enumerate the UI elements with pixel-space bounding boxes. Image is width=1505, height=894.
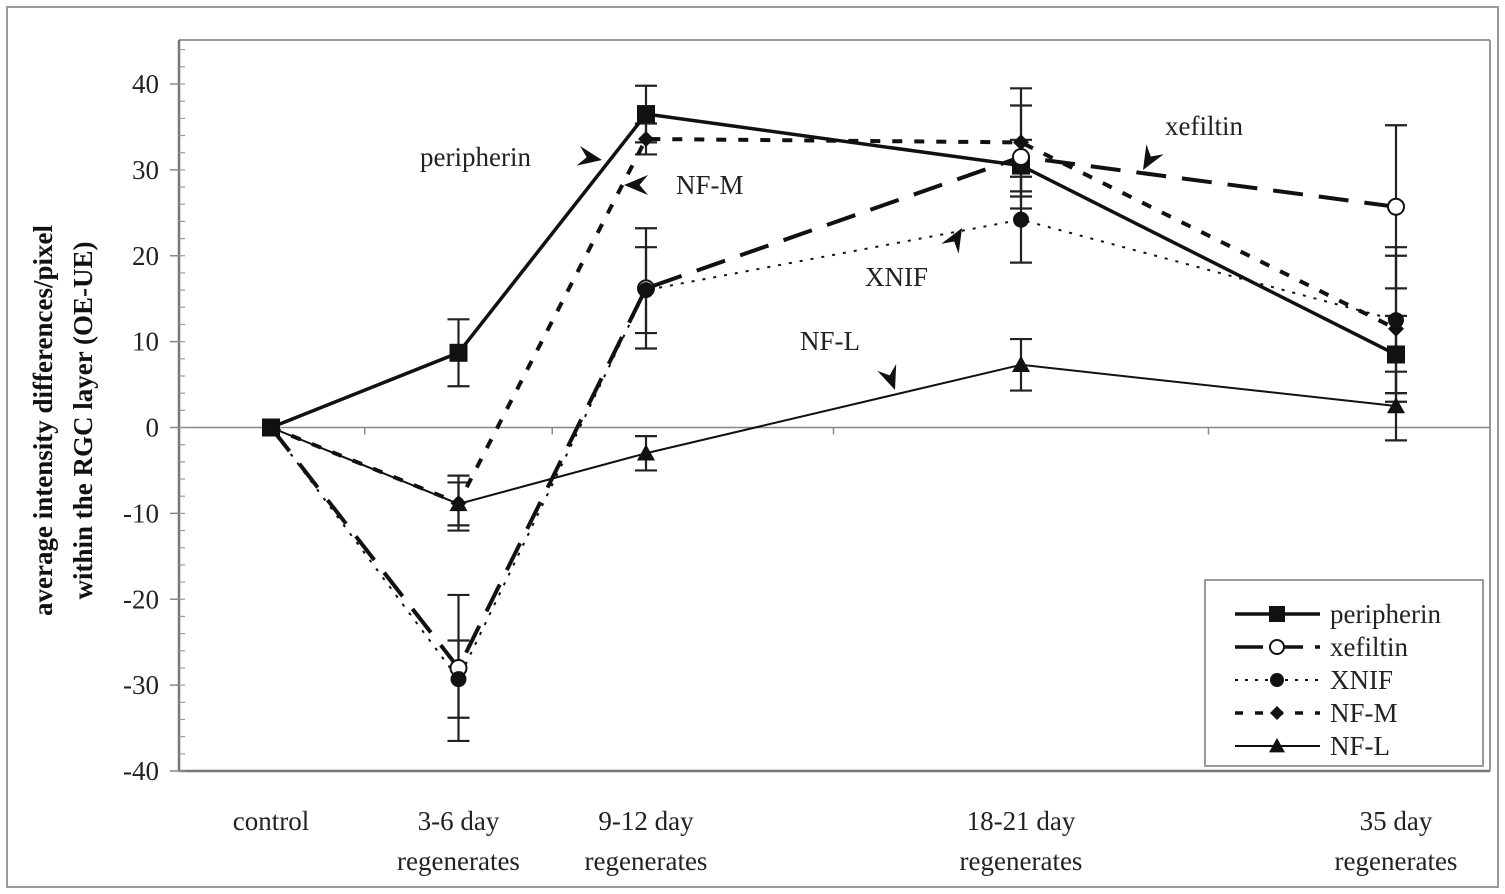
marker-open-circle: [1012, 147, 1030, 166]
marker-triangle: [449, 494, 468, 512]
y-tick-label: -10: [123, 498, 159, 528]
legend-label: peripherin: [1330, 599, 1441, 629]
annotation-label: NF-M: [676, 170, 744, 200]
legend-label: NF-L: [1330, 731, 1390, 761]
marker-triangle: [1387, 397, 1405, 414]
annotation-label: peripherin: [420, 142, 531, 172]
y-tick-label: -20: [123, 584, 159, 614]
annotation-label: XNIF: [865, 262, 928, 292]
x-tick-label: regenerates: [960, 846, 1083, 876]
marker-square: [637, 105, 655, 124]
marker-diamond: [638, 130, 654, 147]
marker-triangle: [1012, 355, 1030, 373]
marker-open-circle: [1269, 639, 1285, 655]
marker-triangle: [262, 418, 280, 435]
series-line-xefiltin: [269, 154, 1397, 672]
series-line-nf-m: [270, 136, 1397, 506]
y-axis-label: average intensity differences/pixel: [28, 225, 58, 616]
annotation-arrow: [576, 145, 602, 166]
axes: 40 30 20 10 0 -10 -20 -30 -40 average intensity d…: [28, 39, 1491, 876]
x-tick-label: regenerates: [1335, 846, 1458, 876]
marker-circle: [1013, 211, 1029, 228]
y-tick-label: 0: [146, 413, 160, 443]
series-line-xnif: [270, 218, 1397, 682]
x-tick-label: 18-21 day: [967, 806, 1076, 836]
legend-label: NF-M: [1330, 698, 1398, 728]
y-tick-label: 10: [132, 327, 159, 357]
y-axis-label: within the RGC layer (OE-UE): [68, 242, 98, 600]
legend-label: XNIF: [1330, 665, 1393, 695]
marker-triangle: [637, 444, 655, 461]
marker-diamond: [1013, 134, 1029, 151]
x-tick-label: 35 day: [1360, 806, 1433, 836]
y-tick-label: 30: [132, 155, 159, 185]
y-tick-label: 20: [132, 241, 159, 271]
x-tick-label: regenerates: [397, 846, 520, 876]
x-tick-label: regenerates: [585, 846, 708, 876]
annotation-label: xefiltin: [1165, 111, 1243, 141]
x-tick-label: control: [233, 806, 309, 836]
marker-circle: [1270, 673, 1284, 687]
annotation-arrow: [877, 364, 897, 390]
x-tick-label: 9-12 day: [598, 806, 694, 836]
annotation-arrow: [624, 175, 648, 195]
marker-circle: [638, 282, 654, 299]
series-layer: [262, 84, 1407, 743]
legend-box: [1204, 579, 1484, 767]
marker-square: [1387, 345, 1405, 364]
annotation-label: NF-L: [800, 326, 860, 356]
marker-diamond: [1388, 320, 1404, 337]
marker-square: [1269, 606, 1285, 622]
marker-triangle: [1269, 738, 1285, 753]
y-tick-label: 40: [132, 69, 159, 99]
marker-open-circle: [1387, 197, 1405, 216]
legend-label: xefiltin: [1330, 632, 1408, 662]
annotation-arrow: [1143, 144, 1164, 170]
marker-circle: [1388, 312, 1404, 329]
marker-circle: [450, 671, 467, 688]
annotation-arrow: [941, 228, 962, 254]
annotations: peripherin NF-M xefiltin XNIF NF-L: [420, 111, 1243, 390]
marker-diamond: [1270, 706, 1284, 720]
x-tick-label: 3-6 day: [418, 806, 500, 836]
y-tick-label: -30: [123, 670, 159, 700]
y-tick-label: -40: [123, 756, 159, 786]
marker-square: [449, 343, 468, 362]
